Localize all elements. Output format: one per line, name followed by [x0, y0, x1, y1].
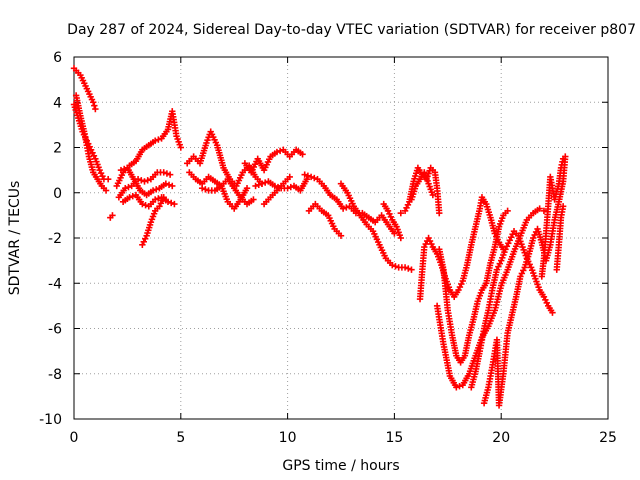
data-point: [284, 185, 291, 192]
data-point: [397, 209, 405, 217]
data-points: [70, 65, 569, 409]
tick-layer: 0 5 10 15 20 25 -10 -8 -6 -4 -2 0 2 4 6: [39, 50, 617, 446]
data-point: [120, 165, 128, 173]
y-tick-label: -4: [48, 276, 62, 292]
data-point: [177, 144, 184, 151]
data-point: [141, 178, 148, 185]
data-point: [151, 196, 159, 203]
data-point: [144, 177, 151, 184]
data-point: [151, 137, 159, 144]
data-point: [169, 182, 176, 190]
data-point: [155, 136, 162, 143]
data-point: [429, 191, 437, 199]
data-point: [139, 200, 146, 208]
data-point: [299, 151, 306, 158]
data-point: [559, 155, 567, 163]
data-point: [252, 182, 259, 190]
data-point: [92, 105, 99, 113]
data-point: [90, 99, 97, 106]
data-point: [286, 173, 293, 181]
data-point: [104, 175, 112, 183]
data-point: [549, 309, 556, 316]
y-tick-label: -6: [48, 322, 62, 338]
data-point: [405, 265, 412, 272]
y-tick-label: -8: [48, 367, 62, 383]
data-point: [142, 201, 149, 209]
data-point: [202, 186, 209, 193]
data-point: [274, 183, 282, 191]
data-point: [138, 177, 145, 184]
data-point: [436, 209, 443, 217]
data-point: [397, 234, 405, 242]
data-point: [155, 195, 162, 202]
data-point: [129, 192, 136, 200]
data-point: [167, 199, 175, 207]
data-point: [392, 263, 399, 270]
data-point: [164, 198, 172, 205]
data-point: [304, 172, 312, 179]
y-tick-label: 6: [53, 50, 62, 66]
x-tick-label: 0: [70, 430, 79, 446]
data-point: [301, 171, 308, 178]
data-point: [456, 382, 463, 390]
data-point: [389, 261, 396, 269]
data-point: [303, 175, 311, 183]
data-point: [160, 194, 167, 201]
data-point: [287, 183, 295, 191]
data-point: [401, 264, 409, 271]
data-point: [117, 166, 125, 174]
data-point: [149, 187, 157, 194]
data-point: [198, 185, 206, 192]
data-point: [276, 147, 284, 155]
x-tick-label: 5: [176, 430, 185, 446]
data-point: [166, 171, 174, 178]
chart-title: Day 287 of 2024, Sidereal Day-to-day VTE…: [67, 22, 636, 38]
data-point: [162, 180, 170, 187]
data-point: [258, 180, 266, 187]
y-tick-label: -2: [48, 231, 62, 247]
data-point: [559, 203, 567, 210]
data-point: [153, 186, 160, 193]
data-point: [102, 187, 110, 194]
data-point: [540, 207, 548, 215]
data-point: [307, 173, 315, 181]
x-tick-label: 15: [385, 430, 403, 446]
data-point: [125, 183, 132, 191]
data-point: [408, 266, 415, 273]
y-tick-label: 2: [53, 141, 62, 157]
data-point: [343, 204, 350, 211]
data-point: [255, 181, 262, 189]
data-point: [273, 148, 281, 156]
data-point: [250, 196, 257, 203]
data-point: [91, 102, 98, 109]
y-tick-label: 4: [53, 95, 62, 111]
data-point: [391, 230, 398, 237]
x-axis-label: GPS time / hours: [282, 458, 399, 474]
y-tick-label: 0: [53, 186, 62, 202]
data-point: [243, 185, 251, 192]
data-point: [311, 174, 318, 182]
x-tick-label: 20: [492, 430, 510, 446]
data-point: [126, 194, 133, 201]
data-point: [453, 384, 460, 391]
y-tick-label: -10: [39, 412, 62, 428]
x-tick-label: 10: [279, 430, 297, 446]
data-point: [337, 232, 345, 239]
data-point: [504, 207, 511, 215]
data-point: [160, 169, 167, 176]
data-point: [339, 205, 347, 212]
data-point: [261, 179, 269, 186]
data-point: [109, 212, 116, 219]
x-tick-label: 25: [599, 430, 617, 446]
data-point: [165, 181, 173, 189]
data-point: [122, 185, 129, 192]
data-point: [163, 170, 171, 177]
data-point: [271, 182, 278, 190]
y-axis-label: SDTVAR / TECUs: [7, 181, 23, 296]
data-point: [171, 200, 178, 208]
data-point: [536, 205, 543, 212]
